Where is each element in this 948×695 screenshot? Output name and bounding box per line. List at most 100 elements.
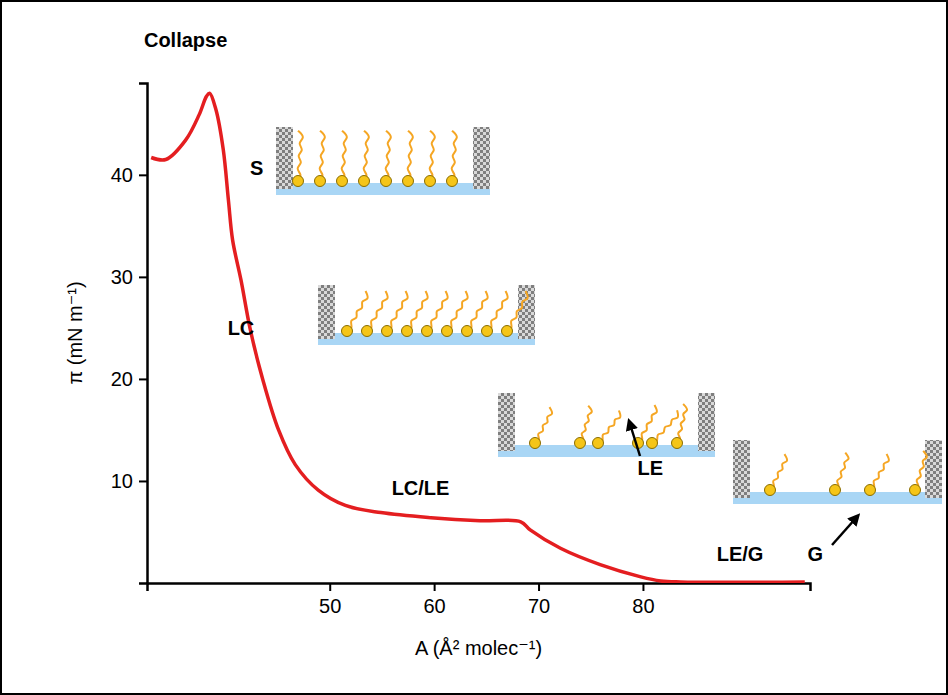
x-tick-label: 70 [528,595,550,617]
y-tick-mark [139,480,147,482]
head [447,176,458,187]
tail [367,291,388,331]
chart: 50 60 70 80 10 20 30 40 A (Å² molec⁻¹) π (mN m⁻¹)… [0,0,948,695]
head [315,176,326,187]
barrier [473,127,490,189]
head [382,326,393,337]
x-tick-mark [538,583,540,591]
head [342,326,353,337]
head [765,485,776,496]
barrier [698,393,715,451]
tail [342,131,347,181]
y-tick: 10 [111,470,147,492]
y-tick-label: 20 [111,368,133,390]
head [337,176,348,187]
y-axis-line [139,84,148,584]
tail [407,291,428,331]
head [425,176,436,187]
x-axis: 50 60 70 80 [148,583,811,617]
head [359,176,370,187]
x-tick-mark [434,583,436,591]
y-tick: 30 [111,266,147,288]
annotation: LE/G [717,543,764,565]
y-axis: 10 20 30 40 [111,84,148,584]
x-tick: 80 [632,583,654,617]
head [462,326,473,337]
tail [638,405,657,443]
tail [387,291,408,331]
y-tick: 40 [111,164,147,186]
head [865,485,876,496]
y-tick: 20 [111,368,147,390]
head [442,326,453,337]
x-tick: 60 [424,583,446,617]
tail [408,131,413,181]
y-tick-label: 30 [111,266,133,288]
arrow [832,518,856,545]
plot-area [151,93,805,582]
head [422,326,433,337]
tail [507,291,528,331]
y-axis-title: π (mN m⁻¹) [64,281,86,384]
tail [320,131,325,181]
head [910,485,921,496]
x-tick-label: 50 [319,595,341,617]
x-axis-line [148,584,811,592]
x-tick: 50 [319,583,341,617]
tail [298,131,303,181]
head [530,438,541,449]
arrow [630,424,640,456]
tail [467,291,488,331]
head [830,485,841,496]
x-tick-mark [642,583,644,591]
trough-cartoon [318,285,535,345]
head [403,176,414,187]
annotation: Collapse [144,29,227,51]
barrier [318,285,335,339]
x-tick-label: 80 [632,595,654,617]
y-tick-mark [139,174,147,176]
barrier [498,393,515,451]
annotations: CollapseSLCLC/LELELE/GG [144,29,823,564]
head [402,326,413,337]
head [593,438,604,449]
head [381,176,392,187]
cartoons [276,127,942,545]
x-tick: 70 [528,583,550,617]
y-tick-mark [139,378,147,380]
tail [870,454,889,490]
y-tick-label: 10 [111,470,133,492]
annotation: LE [637,457,663,479]
tail [386,131,391,181]
tail [487,291,508,331]
annotation: LC/LE [392,477,450,499]
barrier [733,440,750,498]
y-tick-label: 40 [111,164,133,186]
barrier [925,440,942,498]
head [482,326,493,337]
tail [347,291,368,331]
x-tick-mark [329,583,331,591]
head [362,326,373,337]
tail [677,404,687,443]
head [502,326,513,337]
isotherm-line [151,93,805,582]
trough-cartoon [276,127,490,195]
trough-cartoon [498,393,715,457]
tail [427,291,448,331]
annotation: G [807,543,823,565]
head [672,438,683,449]
tail [364,131,369,181]
y-tick-mark [139,276,147,278]
tail [447,291,468,331]
head [575,438,586,449]
trough-cartoon [733,440,942,504]
tail [452,131,457,181]
x-axis-title: A (Å² molec⁻¹) [415,637,542,659]
head [293,176,304,187]
tail [430,131,435,181]
head [647,438,658,449]
barrier [276,127,293,189]
tail [915,451,927,490]
annotation: S [250,157,263,179]
